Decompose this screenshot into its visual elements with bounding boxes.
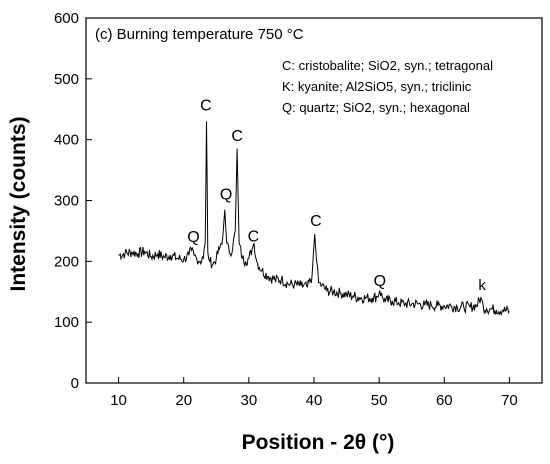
x-tick-label: 30 bbox=[241, 392, 258, 409]
legend-entry-cristobalite: C: cristobalite; SiO2, syn.; tetragonal bbox=[282, 58, 493, 73]
axis-ticks bbox=[86, 17, 510, 384]
x-tick-label: 40 bbox=[306, 392, 323, 409]
peak-label: C bbox=[310, 213, 322, 230]
peak-label: Q bbox=[374, 273, 386, 290]
legend-entry-quartz: Q: quartz; SiO2, syn.; hexagonal bbox=[282, 100, 470, 115]
peak-label: Q bbox=[220, 186, 232, 203]
y-tick-label: 400 bbox=[54, 132, 79, 149]
panel-title: (c) Burning temperature 750 °C bbox=[95, 26, 304, 43]
axis-tick-labels: 10 20 30 40 50 60 70 0 100 200 300 400 500 600 bbox=[54, 10, 518, 409]
x-tick-label: 50 bbox=[371, 392, 388, 409]
y-tick-label: 100 bbox=[54, 314, 79, 331]
x-axis-title: Position - 2θ (°) bbox=[242, 431, 395, 454]
peak-labels: Q C Q C C C Q k bbox=[187, 98, 486, 294]
x-tick-label: 10 bbox=[110, 392, 127, 409]
y-tick-label: 0 bbox=[71, 375, 79, 392]
xrd-pattern-line bbox=[118, 121, 510, 317]
x-tick-label: 60 bbox=[436, 392, 453, 409]
y-tick-label: 200 bbox=[54, 253, 79, 270]
y-tick-label: 600 bbox=[54, 10, 79, 27]
peak-label: Q bbox=[187, 229, 199, 246]
peak-label: C bbox=[200, 98, 212, 115]
y-axis-title: Intensity (counts) bbox=[7, 116, 30, 291]
x-tick-label: 20 bbox=[175, 392, 192, 409]
y-tick-label: 500 bbox=[54, 71, 79, 88]
x-tick-label: 70 bbox=[501, 392, 518, 409]
legend-entry-kyanite: K: kyanite; Al2SiO5, syn.; triclinic bbox=[282, 79, 472, 94]
legend: C: cristobalite; SiO2, syn.; tetragonal … bbox=[282, 58, 493, 115]
y-tick-label: 300 bbox=[54, 193, 79, 210]
peak-label: C bbox=[248, 228, 260, 245]
peak-label: k bbox=[478, 277, 486, 294]
peak-label: C bbox=[231, 128, 243, 145]
